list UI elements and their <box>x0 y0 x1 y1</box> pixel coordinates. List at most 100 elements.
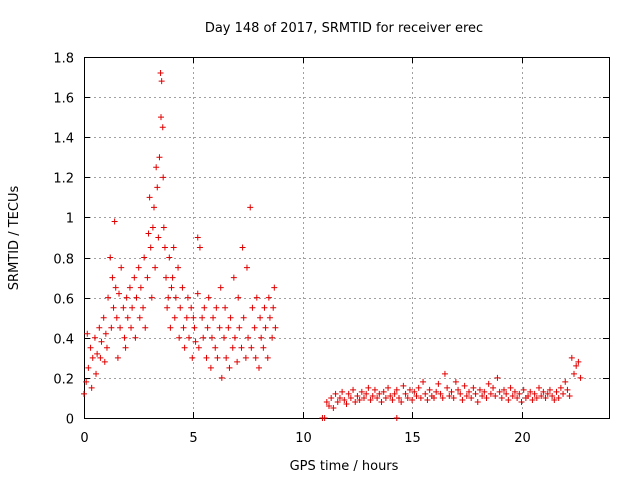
data-point <box>459 396 466 403</box>
data-point <box>319 415 326 421</box>
data-point <box>131 274 138 281</box>
data-point <box>248 344 255 351</box>
data-point <box>516 390 523 397</box>
data-point <box>184 294 191 301</box>
data-point <box>573 362 580 369</box>
data-point <box>511 388 518 395</box>
data-point <box>367 396 374 403</box>
data-point <box>551 396 558 403</box>
data-point <box>227 314 234 321</box>
data-point <box>560 390 567 397</box>
data-point <box>239 244 246 251</box>
data-point <box>160 224 167 231</box>
data-point <box>435 380 442 387</box>
data-point <box>188 304 195 311</box>
data-point <box>194 290 201 297</box>
data-point <box>242 354 249 361</box>
data-point <box>128 324 135 331</box>
data-point <box>100 314 107 321</box>
data-point <box>363 390 370 397</box>
data-point <box>213 304 220 311</box>
data-point <box>350 386 357 393</box>
data-point <box>102 330 109 337</box>
data-point <box>518 398 525 405</box>
data-point <box>194 234 201 241</box>
plot-frame <box>84 57 610 419</box>
y-tick-label: 0 <box>66 413 74 428</box>
data-point <box>189 354 196 361</box>
data-point <box>158 78 165 85</box>
data-point <box>354 392 361 399</box>
data-point <box>450 394 457 401</box>
data-point <box>208 334 215 341</box>
data-point <box>361 394 367 401</box>
data-point <box>110 304 117 311</box>
data-point <box>336 394 343 401</box>
data-point <box>230 274 237 281</box>
data-point <box>158 114 164 121</box>
data-point <box>157 70 164 77</box>
data-point <box>385 384 392 391</box>
data-point <box>103 344 110 351</box>
data-point <box>415 384 422 391</box>
data-point <box>122 344 129 351</box>
data-point <box>101 358 108 365</box>
data-point <box>441 370 448 377</box>
data-point <box>411 388 418 395</box>
data-point <box>494 374 501 381</box>
data-point <box>466 388 472 395</box>
data-point <box>343 400 350 407</box>
data-point <box>154 184 161 191</box>
data-point <box>166 254 173 261</box>
data-point <box>358 388 365 395</box>
grid-lines <box>84 57 609 418</box>
data-point <box>113 314 120 321</box>
data-point <box>234 358 241 365</box>
data-point <box>420 378 427 385</box>
data-point <box>406 386 413 393</box>
data-point <box>272 324 279 331</box>
data-point <box>371 386 378 393</box>
data-point <box>179 284 186 291</box>
data-point <box>369 392 376 399</box>
data-point <box>195 344 202 351</box>
data-point <box>181 344 188 351</box>
data-point <box>404 394 411 401</box>
data-point <box>253 294 260 301</box>
data-point <box>87 344 94 351</box>
data-point <box>433 388 440 395</box>
data-point <box>245 334 252 341</box>
data-point <box>417 394 424 401</box>
data-point <box>529 396 536 403</box>
data-point <box>108 324 115 331</box>
data-point <box>85 364 92 371</box>
data-point <box>380 388 387 395</box>
data-point <box>262 324 269 331</box>
data-point <box>341 396 348 403</box>
data-point <box>527 388 534 395</box>
data-point <box>260 344 267 351</box>
data-point <box>222 304 229 311</box>
data-point <box>109 274 116 281</box>
data-point <box>171 314 178 321</box>
data-point <box>533 394 540 401</box>
data-point <box>496 388 503 395</box>
data-point <box>540 388 547 395</box>
data-point <box>251 324 258 331</box>
data-point <box>514 394 521 401</box>
data-point <box>422 390 429 397</box>
data-point <box>164 304 171 311</box>
data-point <box>153 164 160 171</box>
data-point <box>147 244 154 251</box>
data-point <box>93 370 100 377</box>
data-point <box>374 394 381 401</box>
data-point <box>468 394 475 401</box>
data-point <box>210 314 217 321</box>
data-point <box>352 398 359 405</box>
data-point <box>490 384 497 391</box>
data-point <box>339 388 346 395</box>
y-tick-label: 0.2 <box>53 373 74 388</box>
x-tick-label: 0 <box>80 431 88 446</box>
data-point <box>261 304 268 311</box>
